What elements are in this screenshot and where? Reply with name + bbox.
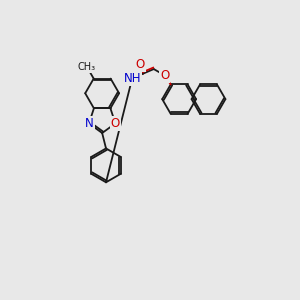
Text: NH: NH xyxy=(123,72,141,85)
Text: N: N xyxy=(85,117,93,130)
Text: O: O xyxy=(111,117,120,130)
Text: CH₃: CH₃ xyxy=(78,61,96,72)
Text: O: O xyxy=(135,58,145,71)
Text: O: O xyxy=(160,69,169,82)
